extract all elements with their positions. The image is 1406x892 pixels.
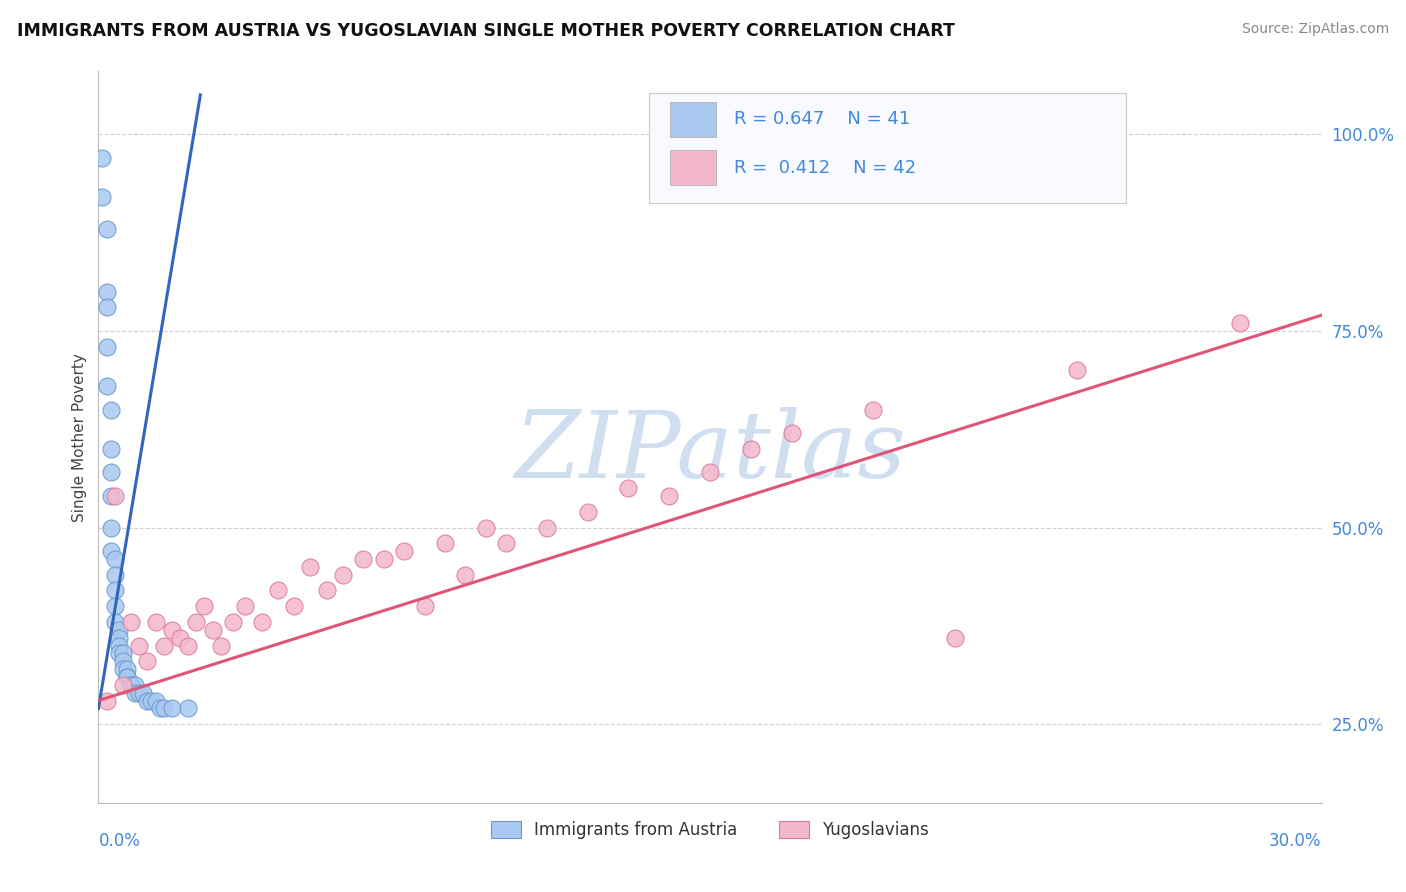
Point [474, 520, 498, 534]
Point [136, 654, 159, 668]
Point [104, 583, 127, 598]
Point [91, 151, 114, 165]
Point [96, 340, 118, 354]
Point [128, 686, 150, 700]
Point [128, 639, 150, 653]
Point [943, 631, 966, 645]
Legend: Immigrants from Austria, Yugoslavians: Immigrants from Austria, Yugoslavians [484, 814, 936, 846]
Point [283, 599, 305, 614]
Point [169, 631, 191, 645]
Point [100, 520, 122, 534]
Point [177, 639, 200, 653]
Point [177, 701, 200, 715]
Point [145, 693, 167, 707]
Point [193, 599, 215, 614]
Point [233, 599, 256, 614]
Point [100, 489, 122, 503]
Point [141, 693, 163, 707]
FancyBboxPatch shape [648, 94, 1126, 203]
Point [373, 552, 395, 566]
Point [299, 559, 322, 574]
Point [267, 583, 290, 598]
Point [108, 639, 131, 653]
Point [413, 599, 436, 614]
Point [132, 686, 155, 700]
Point [658, 489, 681, 503]
Point [111, 654, 134, 668]
Point [104, 552, 127, 566]
Text: IMMIGRANTS FROM AUSTRIA VS YUGOSLAVIAN SINGLE MOTHER POVERTY CORRELATION CHART: IMMIGRANTS FROM AUSTRIA VS YUGOSLAVIAN S… [17, 22, 955, 40]
Text: R =  0.412    N = 42: R = 0.412 N = 42 [734, 159, 917, 177]
Point [124, 678, 146, 692]
Point [111, 678, 134, 692]
Point [108, 623, 131, 637]
Point [576, 505, 599, 519]
Point [434, 536, 457, 550]
Point [104, 599, 127, 614]
Point [136, 693, 159, 707]
Point [352, 552, 374, 566]
Text: 30.0%: 30.0% [1270, 832, 1322, 850]
Text: ZIPatlas: ZIPatlas [515, 407, 905, 497]
Point [1066, 363, 1088, 377]
Point [111, 662, 134, 676]
Point [115, 662, 138, 676]
Point [108, 646, 131, 660]
Point [149, 701, 172, 715]
Point [96, 285, 118, 299]
Text: 0.0%: 0.0% [98, 832, 141, 850]
Point [160, 701, 183, 715]
Point [780, 426, 803, 441]
Text: R = 0.647    N = 41: R = 0.647 N = 41 [734, 110, 911, 128]
Point [186, 615, 208, 629]
Point [91, 190, 114, 204]
Point [740, 442, 762, 456]
Point [115, 670, 138, 684]
Point [100, 442, 122, 456]
Point [104, 489, 127, 503]
Point [201, 623, 224, 637]
Point [699, 466, 721, 480]
Point [222, 615, 245, 629]
Point [100, 466, 122, 480]
Point [160, 623, 183, 637]
Point [100, 544, 122, 558]
Point [108, 631, 131, 645]
Point [392, 544, 416, 558]
Bar [669, 102, 716, 137]
Point [332, 567, 354, 582]
Point [250, 615, 273, 629]
Point [120, 678, 142, 692]
Point [495, 536, 517, 550]
Point [96, 693, 118, 707]
Point [120, 678, 142, 692]
Point [104, 615, 127, 629]
Point [120, 615, 142, 629]
Point [96, 221, 118, 235]
Point [617, 481, 640, 495]
Point [124, 686, 146, 700]
Point [862, 402, 884, 417]
Point [115, 670, 138, 684]
Point [104, 567, 127, 582]
Point [315, 583, 337, 598]
Point [145, 615, 167, 629]
Y-axis label: Single Mother Poverty: Single Mother Poverty [72, 352, 87, 522]
Point [96, 301, 118, 315]
Point [152, 701, 174, 715]
Point [454, 567, 477, 582]
Text: Source: ZipAtlas.com: Source: ZipAtlas.com [1241, 22, 1389, 37]
Bar [669, 150, 716, 185]
Point [1229, 316, 1251, 330]
Point [111, 646, 134, 660]
Point [96, 379, 118, 393]
Point [536, 520, 558, 534]
Point [209, 639, 232, 653]
Point [152, 639, 174, 653]
Point [100, 402, 122, 417]
